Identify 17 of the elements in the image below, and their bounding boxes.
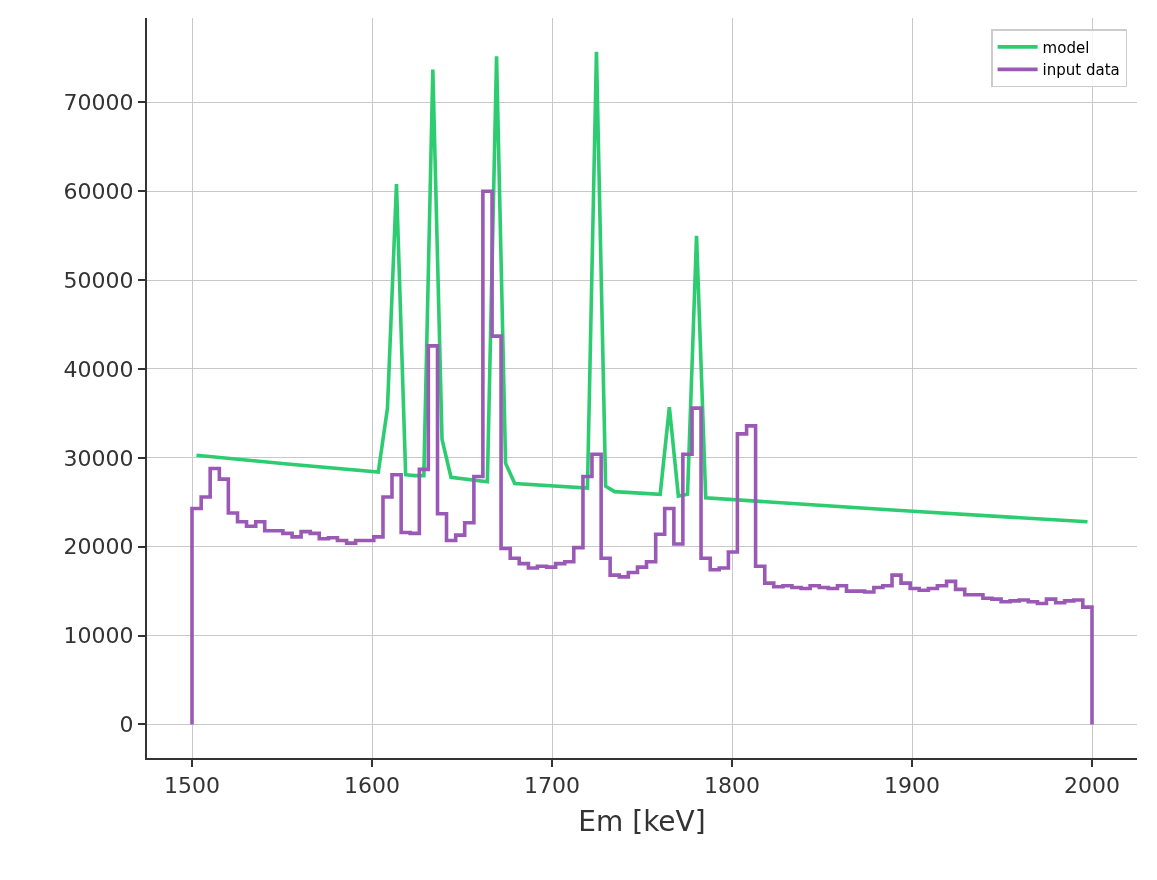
y-tick-label: 40000 [63,356,134,382]
y-tick-label: 0 [119,712,134,738]
y-tick-label: 30000 [63,445,134,471]
y-tick-label: 10000 [63,623,134,649]
x-tick-label: 1500 [164,773,220,799]
x-tick-label: 1600 [344,773,400,799]
x-tick-label: 1800 [704,773,760,799]
legend-label: input data [1042,61,1120,80]
y-tick-label: 20000 [63,534,134,560]
x-axis-title: Em [keV] [578,805,706,838]
y-tick-label: 50000 [63,267,134,293]
legend-label: model [1042,38,1090,57]
y-tick-label: 60000 [63,178,134,204]
x-tick-label: 1700 [524,773,580,799]
x-tick-label: 1900 [884,773,940,799]
y-tick-label: 70000 [63,90,134,116]
x-tick-label: 2000 [1064,773,1120,799]
